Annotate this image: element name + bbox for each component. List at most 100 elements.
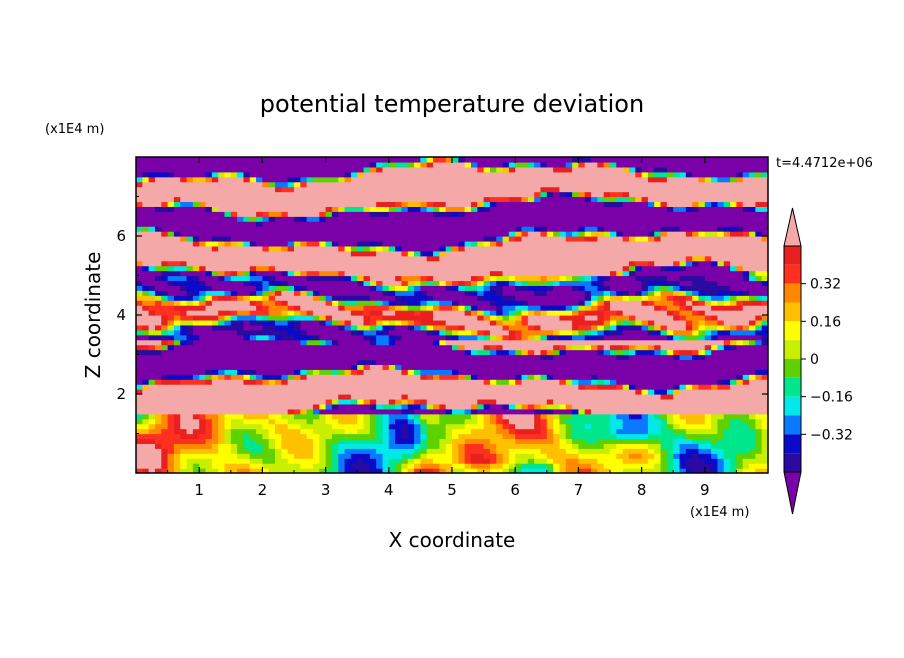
field-cell: [211, 324, 219, 331]
field-cell: [180, 423, 188, 430]
field-cell: [205, 379, 213, 385]
field-cell: [496, 236, 504, 242]
field-cell: [211, 379, 219, 385]
field-cell: [584, 349, 592, 356]
field-cell: [496, 231, 504, 237]
field-cell: [300, 275, 308, 282]
field-cell: [167, 270, 175, 277]
field-cell: [338, 319, 346, 326]
field-cell: [211, 344, 219, 351]
field-cell: [433, 231, 440, 237]
field-cell: [572, 403, 579, 410]
field-cell: [736, 290, 744, 296]
field-cell: [148, 255, 156, 262]
field-cell: [755, 359, 763, 365]
field-cell: [730, 468, 737, 473]
field-cell: [414, 290, 421, 296]
field-cell: [521, 433, 529, 440]
field-cell: [723, 443, 731, 449]
field-cell: [489, 354, 497, 361]
field-cell: [256, 329, 263, 336]
field-cell: [186, 255, 194, 262]
field-cell: [742, 389, 750, 395]
field-cell: [306, 270, 314, 277]
field-cell: [363, 240, 371, 247]
field-cell: [154, 226, 162, 232]
field-cell: [736, 270, 744, 277]
field-cell: [186, 364, 194, 370]
field-cell: [698, 359, 706, 365]
field-cell: [616, 403, 624, 410]
field-cell: [401, 398, 409, 405]
field-cell: [502, 255, 510, 262]
field-cell: [723, 403, 731, 410]
field-cell: [287, 339, 295, 346]
field-cell: [622, 413, 630, 420]
field-cell: [445, 231, 453, 237]
field-cell: [749, 324, 756, 331]
field-cell: [287, 443, 295, 449]
field-cell: [154, 369, 162, 375]
field-cell: [395, 231, 403, 237]
field-cell: [458, 344, 466, 351]
field-cell: [420, 384, 428, 390]
field-cell: [502, 295, 510, 301]
field-cell: [458, 236, 466, 242]
field-cell: [180, 458, 188, 464]
field-cell: [433, 275, 440, 282]
field-cell: [312, 285, 320, 291]
field-cell: [603, 310, 611, 316]
field-cell: [534, 374, 542, 380]
field-cell: [395, 458, 403, 464]
field-cell: [325, 344, 333, 351]
field-cell: [306, 468, 314, 473]
field-cell: [331, 334, 339, 341]
field-cell: [660, 433, 668, 440]
field-cell: [565, 364, 573, 370]
field-cell: [565, 379, 573, 385]
field-cell: [401, 359, 409, 365]
field-cell: [420, 374, 428, 380]
field-cell: [647, 463, 655, 469]
field-cell: [312, 359, 320, 365]
field-cell: [559, 448, 567, 454]
field-cell: [654, 290, 662, 296]
field-cell: [186, 389, 194, 395]
field-cell: [673, 398, 681, 405]
field-cell: [275, 231, 282, 237]
field-cell: [148, 290, 156, 296]
field-cell: [622, 344, 630, 351]
field-cell: [136, 255, 143, 262]
field-cell: [426, 433, 434, 440]
field-cell: [458, 255, 466, 262]
field-cell: [508, 240, 516, 247]
field-cell: [218, 453, 226, 459]
field-cell: [635, 458, 643, 464]
field-cell: [287, 324, 295, 331]
field-cell: [294, 329, 301, 336]
field-cell: [761, 245, 768, 252]
field-cell: [679, 438, 687, 444]
field-cell: [559, 285, 567, 291]
field-cell: [597, 250, 605, 257]
field-cell: [730, 334, 737, 341]
field-cell: [559, 324, 567, 331]
field-cell: [477, 423, 485, 430]
field-cell: [186, 226, 194, 232]
field-cell: [407, 270, 415, 277]
field-cell: [186, 369, 194, 375]
field-cell: [382, 250, 390, 257]
field-cell: [470, 280, 478, 286]
field-cell: [761, 408, 768, 415]
field-cell: [167, 275, 175, 282]
field-cell: [527, 300, 535, 306]
field-cell: [603, 359, 611, 365]
field-cell: [357, 418, 365, 425]
field-cell: [154, 394, 162, 400]
field-cell: [723, 448, 731, 454]
field-cell: [591, 384, 598, 390]
field-cell: [319, 389, 327, 395]
field-cell: [445, 354, 453, 361]
field-cell: [357, 448, 365, 454]
field-cell: [331, 231, 339, 237]
